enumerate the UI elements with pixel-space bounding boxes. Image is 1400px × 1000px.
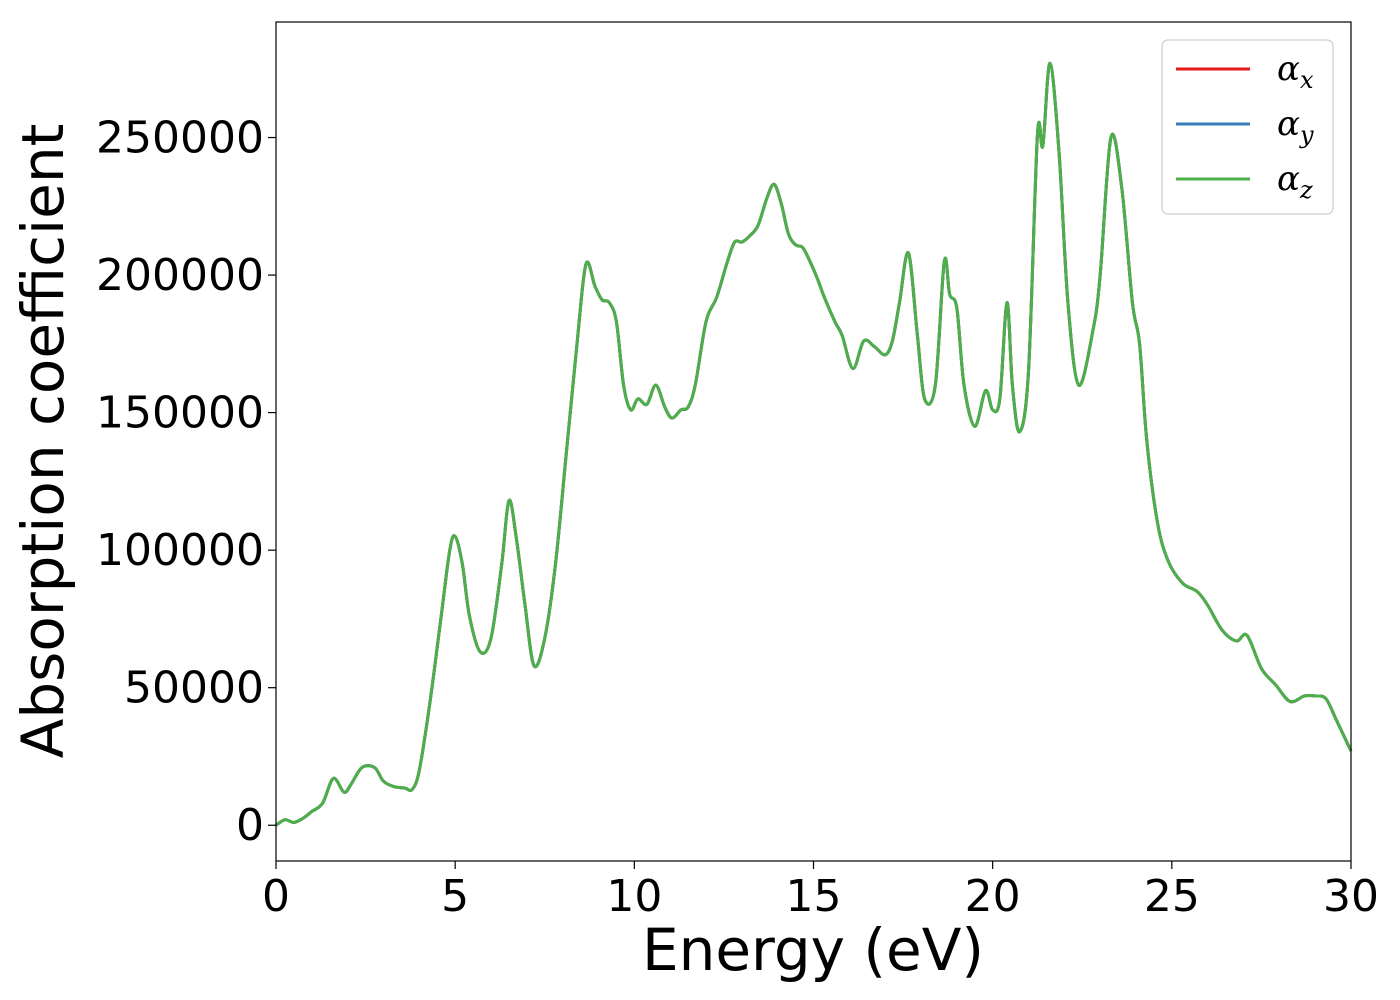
y-tick-label: 100000 <box>96 525 264 576</box>
x-axis: 0 5 10 15 20 25 30 <box>262 861 1379 922</box>
y-tick-label: 250000 <box>96 113 264 164</box>
series-layer <box>275 61 1353 827</box>
series-line-3 <box>275 61 1353 827</box>
x-axis-label: Energy (eV) <box>642 916 984 984</box>
y-axis: 0 50000 100000 150000 200000 250000 <box>96 113 276 851</box>
y-tick-label: 0 <box>236 800 264 851</box>
legend-frame <box>1161 39 1334 215</box>
x-tick-label: 5 <box>441 871 469 922</box>
x-tick-label: 25 <box>1144 871 1200 922</box>
legend-label-1: αx <box>1277 49 1314 94</box>
x-tick-label: 20 <box>965 871 1021 922</box>
legend-label-2: αy <box>1277 104 1314 149</box>
legend: αx αy αz <box>1161 39 1334 215</box>
y-axis-label: Absorption coefficient <box>9 124 77 759</box>
y-tick-label: 50000 <box>124 663 264 714</box>
x-tick-label: 30 <box>1323 871 1379 922</box>
x-tick-label: 10 <box>606 871 662 922</box>
y-tick-label: 200000 <box>96 250 264 301</box>
x-tick-label: 0 <box>262 871 290 922</box>
x-tick-label: 15 <box>786 871 842 922</box>
y-tick-label: 150000 <box>96 388 264 439</box>
legend-label-3: αz <box>1277 159 1313 204</box>
